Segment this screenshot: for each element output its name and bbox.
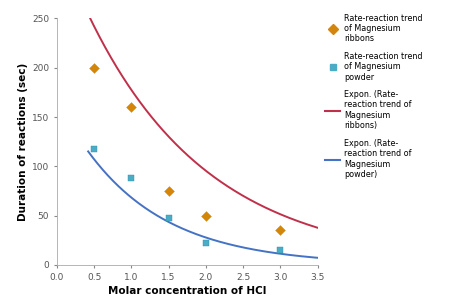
Point: [202, 241, 210, 246]
Point: [165, 188, 173, 193]
Point: [128, 176, 135, 180]
Legend: Rate-reaction trend
of Magnesium
ribbons, Rate-reaction trend
of Magnesium
powde: Rate-reaction trend of Magnesium ribbons…: [326, 14, 422, 179]
Y-axis label: Duration of reactions (sec): Duration of reactions (sec): [18, 63, 28, 221]
X-axis label: Molar concentration of HCl: Molar concentration of HCl: [108, 286, 266, 296]
Point: [165, 215, 173, 220]
Point: [91, 146, 98, 151]
Point: [128, 105, 135, 110]
Point: [276, 248, 284, 253]
Point: [276, 228, 284, 233]
Point: [202, 213, 210, 218]
Point: [91, 65, 98, 70]
